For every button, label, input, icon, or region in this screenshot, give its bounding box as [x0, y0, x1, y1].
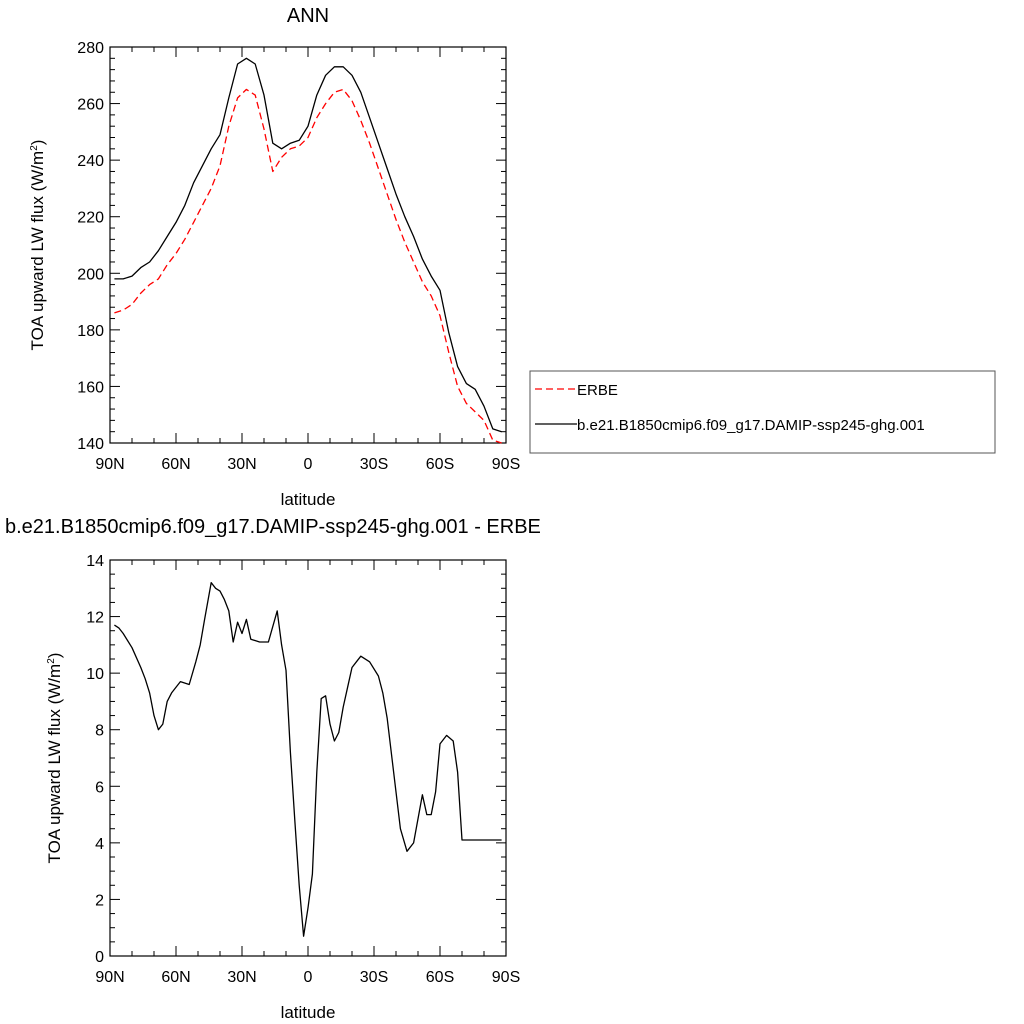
bottom-y-tick-label: 4	[95, 836, 104, 853]
bottom-y-axis-title: TOA upward LW flux (W/m2)	[45, 653, 64, 864]
top-x-tick-label: 90S	[492, 456, 520, 473]
bottom-x-tick-label: 90N	[95, 969, 124, 986]
top-x-tick-label: 90N	[95, 456, 124, 473]
bottom-y-tick-label: 2	[95, 892, 104, 909]
bottom-chart-title: b.e21.B1850cmip6.f09_g17.DAMIP-ssp245-gh…	[5, 516, 541, 538]
top-x-axis-title: latitude	[281, 490, 336, 509]
bottom-series-lines	[114, 581, 502, 937]
bottom-x-tick-label: 30S	[360, 969, 388, 986]
top-y-tick-label: 220	[77, 210, 104, 227]
top-plot-frame	[109, 46, 507, 444]
bottom-x-tick-label: 90S	[492, 969, 520, 986]
legend-label-model: b.e21.B1850cmip6.f09_g17.DAMIP-ssp245-gh…	[577, 417, 925, 434]
bottom-y-tick-label: 14	[86, 553, 104, 570]
bottom-y-tick-label: 6	[95, 779, 104, 796]
bottom-y-tick-label: 10	[86, 666, 104, 683]
top-y-tick-label: 180	[77, 323, 104, 340]
top-series-lines	[114, 57, 502, 444]
top-x-tick-label: 60N	[161, 456, 190, 473]
top-y-tick-label: 240	[77, 153, 104, 170]
bottom-x-tick-label: 60S	[426, 969, 454, 986]
bottom-y-tick-label: 0	[95, 949, 104, 966]
legend-box	[529, 370, 996, 454]
top-y-axis-title: TOA upward LW flux (W/m2)	[28, 140, 47, 351]
bottom-y-tick-label: 8	[95, 723, 104, 740]
top-x-tick-label: 60S	[426, 456, 454, 473]
top-axis-ticks: 90N 60N 30N 0 30S 60S 90S 140 160 180 200 220 240 260…	[77, 40, 520, 473]
bottom-plot-frame	[109, 559, 507, 957]
bottom-axis-ticks: 90N 60N 30N 0 30S 60S 90S 0 2 4 6 8 10 12 14	[86, 553, 520, 986]
legend-label-erbe: ERBE	[577, 382, 618, 399]
top-series-line-0	[114, 88, 502, 444]
bottom-x-tick-label: 30N	[227, 969, 256, 986]
top-x-tick-label: 30N	[227, 456, 256, 473]
top-y-tick-label: 160	[77, 379, 104, 396]
top-chart: ANN 90N 60N 30N 0 30S 60S 90S 140 160 180 200 220 24…	[28, 5, 520, 509]
bottom-series-line-0	[114, 581, 502, 937]
top-y-tick-label: 200	[77, 266, 104, 283]
bottom-y-tick-label: 12	[86, 610, 104, 627]
top-x-tick-label: 30S	[360, 456, 388, 473]
legend: ERBE b.e21.B1850cmip6.f09_g17.DAMIP-ssp2…	[529, 370, 996, 454]
top-chart-title: ANN	[287, 5, 329, 27]
top-y-tick-label: 280	[77, 40, 104, 57]
top-y-tick-label: 260	[77, 97, 104, 114]
top-x-tick-label: 0	[304, 456, 313, 473]
top-series-line-1	[114, 57, 502, 433]
bottom-x-tick-label: 60N	[161, 969, 190, 986]
bottom-x-tick-label: 0	[304, 969, 313, 986]
bottom-chart: b.e21.B1850cmip6.f09_g17.DAMIP-ssp245-gh…	[5, 516, 541, 1022]
bottom-x-axis-title: latitude	[281, 1003, 336, 1022]
top-y-tick-label: 140	[77, 436, 104, 453]
